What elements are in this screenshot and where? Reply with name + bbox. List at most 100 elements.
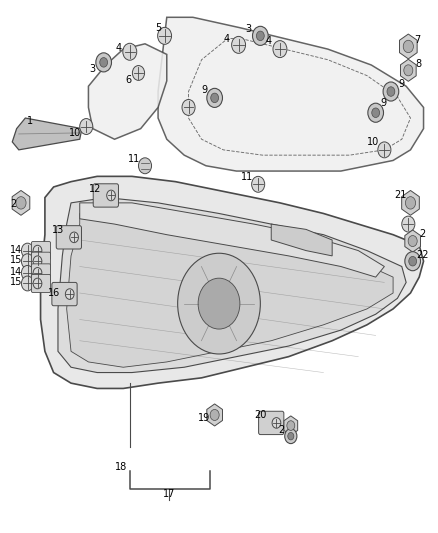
Polygon shape bbox=[67, 214, 393, 367]
FancyBboxPatch shape bbox=[258, 411, 284, 434]
Text: 15: 15 bbox=[10, 255, 22, 265]
Text: 14: 14 bbox=[10, 267, 22, 277]
Circle shape bbox=[256, 31, 264, 41]
Circle shape bbox=[408, 236, 417, 247]
FancyBboxPatch shape bbox=[32, 241, 50, 260]
Polygon shape bbox=[400, 59, 416, 82]
Text: 7: 7 bbox=[414, 35, 420, 45]
Circle shape bbox=[288, 432, 294, 440]
Text: 2: 2 bbox=[420, 229, 426, 239]
Circle shape bbox=[210, 409, 219, 421]
Circle shape bbox=[372, 108, 380, 117]
Circle shape bbox=[158, 27, 172, 44]
Circle shape bbox=[287, 421, 295, 430]
Circle shape bbox=[70, 232, 78, 243]
Circle shape bbox=[33, 268, 42, 278]
Text: 13: 13 bbox=[52, 225, 64, 236]
Text: 2: 2 bbox=[11, 199, 17, 209]
Circle shape bbox=[406, 197, 416, 209]
Polygon shape bbox=[12, 190, 30, 215]
Circle shape bbox=[404, 65, 413, 76]
Circle shape bbox=[21, 243, 34, 258]
Polygon shape bbox=[80, 203, 385, 277]
FancyBboxPatch shape bbox=[32, 274, 50, 293]
Polygon shape bbox=[88, 44, 167, 139]
Circle shape bbox=[402, 216, 415, 232]
Polygon shape bbox=[402, 190, 419, 215]
Circle shape bbox=[33, 256, 42, 266]
Circle shape bbox=[405, 252, 420, 271]
Text: 10: 10 bbox=[69, 128, 81, 138]
Text: 9: 9 bbox=[381, 98, 387, 108]
Polygon shape bbox=[405, 230, 420, 252]
Text: 4: 4 bbox=[116, 43, 122, 53]
Circle shape bbox=[387, 87, 395, 96]
Polygon shape bbox=[271, 224, 332, 256]
Circle shape bbox=[403, 41, 413, 53]
Polygon shape bbox=[58, 198, 406, 373]
Circle shape bbox=[207, 88, 223, 108]
Text: 17: 17 bbox=[163, 489, 175, 499]
Circle shape bbox=[21, 265, 34, 280]
Circle shape bbox=[21, 276, 34, 291]
Text: 11: 11 bbox=[241, 172, 254, 182]
Circle shape bbox=[107, 190, 116, 201]
Polygon shape bbox=[284, 416, 298, 435]
Circle shape bbox=[21, 254, 34, 269]
Circle shape bbox=[198, 278, 240, 329]
Circle shape bbox=[252, 176, 265, 192]
Circle shape bbox=[253, 26, 268, 45]
Circle shape bbox=[182, 100, 195, 115]
Text: 16: 16 bbox=[47, 288, 60, 298]
Circle shape bbox=[132, 66, 145, 80]
Text: 3: 3 bbox=[90, 64, 96, 74]
Text: 2: 2 bbox=[278, 425, 284, 435]
Text: 19: 19 bbox=[198, 413, 210, 423]
Circle shape bbox=[211, 93, 219, 103]
FancyBboxPatch shape bbox=[52, 282, 77, 306]
Circle shape bbox=[368, 103, 384, 122]
Circle shape bbox=[65, 289, 74, 300]
Text: 20: 20 bbox=[254, 410, 267, 420]
Polygon shape bbox=[399, 34, 417, 59]
Circle shape bbox=[123, 43, 137, 60]
Text: 21: 21 bbox=[394, 190, 406, 200]
Text: 9: 9 bbox=[201, 85, 207, 95]
Text: 18: 18 bbox=[115, 462, 127, 472]
Text: 9: 9 bbox=[399, 78, 405, 88]
Circle shape bbox=[100, 58, 108, 67]
Polygon shape bbox=[41, 176, 424, 389]
Circle shape bbox=[33, 278, 42, 289]
Circle shape bbox=[33, 245, 42, 256]
Circle shape bbox=[285, 429, 297, 443]
Text: 3: 3 bbox=[246, 24, 252, 34]
Text: 11: 11 bbox=[128, 154, 140, 164]
Text: 22: 22 bbox=[417, 250, 429, 260]
Polygon shape bbox=[158, 17, 424, 171]
Text: 6: 6 bbox=[125, 75, 131, 85]
Text: 15: 15 bbox=[10, 277, 22, 287]
Circle shape bbox=[16, 197, 26, 209]
Text: 4: 4 bbox=[224, 34, 230, 44]
Circle shape bbox=[138, 158, 152, 174]
FancyBboxPatch shape bbox=[32, 264, 50, 282]
Polygon shape bbox=[207, 404, 223, 426]
Text: 14: 14 bbox=[10, 245, 22, 255]
FancyBboxPatch shape bbox=[32, 252, 50, 270]
Circle shape bbox=[232, 36, 246, 53]
Circle shape bbox=[96, 53, 112, 72]
Circle shape bbox=[273, 41, 287, 58]
FancyBboxPatch shape bbox=[93, 184, 118, 207]
FancyBboxPatch shape bbox=[56, 225, 81, 249]
Circle shape bbox=[80, 118, 93, 134]
Text: 10: 10 bbox=[367, 137, 380, 147]
Text: 1: 1 bbox=[27, 116, 33, 126]
Circle shape bbox=[378, 142, 391, 158]
Text: 4: 4 bbox=[266, 36, 272, 46]
Text: 8: 8 bbox=[415, 59, 421, 69]
Text: 12: 12 bbox=[89, 183, 101, 193]
Circle shape bbox=[383, 82, 399, 101]
Circle shape bbox=[409, 256, 417, 266]
Circle shape bbox=[178, 253, 260, 354]
Circle shape bbox=[272, 418, 281, 428]
